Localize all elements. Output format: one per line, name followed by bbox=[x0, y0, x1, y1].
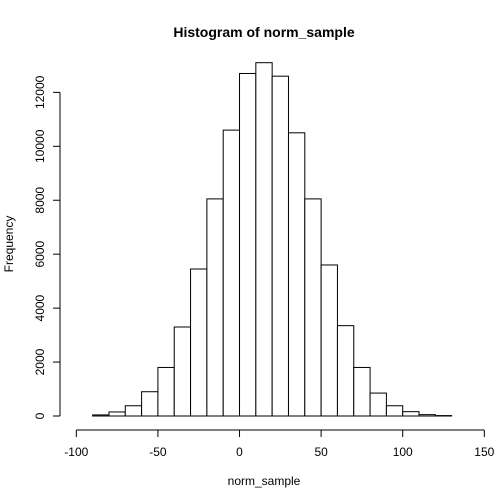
chart-title: Histogram of norm_sample bbox=[173, 24, 354, 40]
x-tick-label: 50 bbox=[314, 445, 328, 459]
y-tick-label: 12000 bbox=[33, 75, 47, 109]
histogram-bar bbox=[92, 414, 110, 417]
histogram-bar bbox=[320, 264, 338, 417]
histogram-bar bbox=[124, 405, 143, 417]
histogram-bar bbox=[141, 391, 159, 417]
y-tick-label: 10000 bbox=[33, 129, 47, 163]
histogram-bar bbox=[287, 132, 306, 417]
y-tick-label: 0 bbox=[33, 412, 47, 419]
x-axis-label: norm_sample bbox=[228, 474, 301, 488]
y-axis: 0 2000 4000 6000 8000 10000 12000 bbox=[33, 75, 61, 419]
histogram-bar bbox=[353, 366, 371, 417]
histogram-bar bbox=[206, 198, 224, 417]
x-tick-label: 0 bbox=[236, 445, 243, 459]
histogram-bar bbox=[157, 366, 175, 417]
histogram-bar bbox=[402, 411, 420, 417]
y-tick-label: 2000 bbox=[33, 348, 47, 375]
histogram-bar bbox=[222, 129, 241, 417]
histogram-bar bbox=[271, 75, 289, 417]
histogram-bars bbox=[92, 62, 453, 417]
x-axis: -100 -50 0 50 100 150 bbox=[64, 429, 495, 459]
histogram-bar bbox=[418, 414, 436, 417]
y-axis-label: Frequency bbox=[2, 216, 16, 273]
histogram-bar bbox=[173, 326, 192, 417]
histogram-bar bbox=[369, 392, 387, 417]
histogram-bar bbox=[255, 62, 273, 417]
histogram-bar bbox=[385, 405, 404, 417]
y-tick-label: 4000 bbox=[33, 294, 47, 321]
y-tick-label: 8000 bbox=[33, 187, 47, 214]
histogram-bar bbox=[190, 268, 208, 417]
x-tick-label: -100 bbox=[64, 445, 88, 459]
y-tick-label: 6000 bbox=[33, 241, 47, 268]
x-tick-label: 150 bbox=[474, 445, 494, 459]
histogram-bar bbox=[304, 198, 322, 417]
x-tick-label: 100 bbox=[393, 445, 413, 459]
x-tick-label: -50 bbox=[149, 445, 167, 459]
histogram-bar bbox=[336, 325, 355, 417]
histogram-bar bbox=[108, 411, 126, 417]
histogram-bar bbox=[239, 72, 257, 417]
